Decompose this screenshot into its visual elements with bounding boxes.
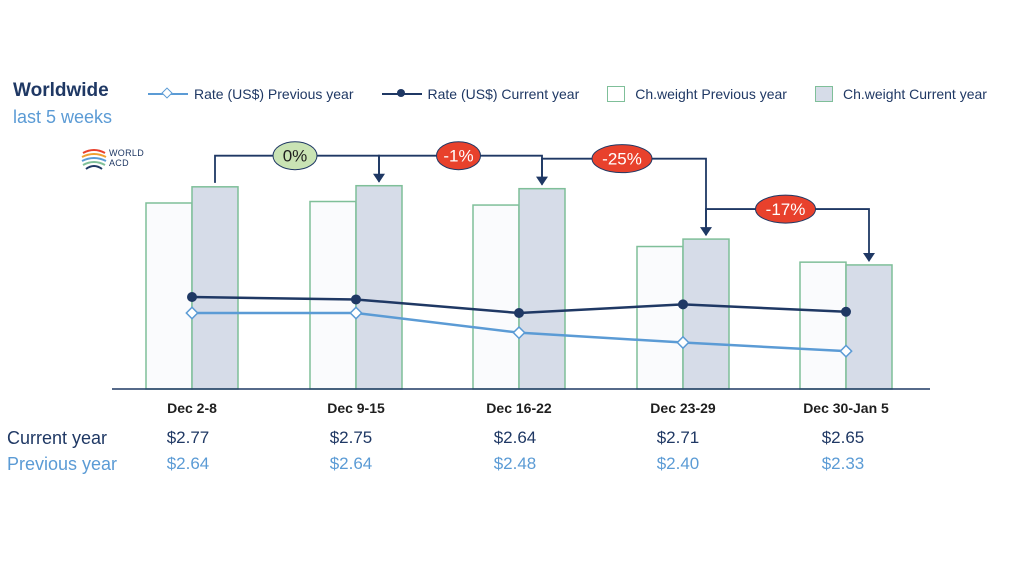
x-tick-label: Dec 2-8	[167, 400, 217, 416]
legend-label: Rate (US$) Current year	[427, 86, 580, 102]
change-badge-label: -17%	[766, 200, 806, 219]
previous-rate-cell: $2.33	[821, 454, 865, 473]
legend-swatch-dot-line	[381, 87, 422, 101]
bar-weight-previous	[799, 261, 847, 390]
legend-item-rate-current: Rate (US$) Current year	[381, 86, 580, 102]
current-rate-cell: $2.64	[493, 428, 537, 447]
legend-label: Ch.weight Previous year	[635, 86, 787, 102]
x-tick-label: Dec 9-15	[327, 400, 385, 416]
legend-swatch-box	[814, 86, 833, 102]
point-rate-current	[351, 294, 361, 305]
legend-label: Rate (US$) Previous year	[194, 86, 354, 102]
bar-weight-current	[682, 238, 730, 390]
change-badge-label: -25%	[602, 150, 642, 169]
rate-table: Current year Previous year $2.77 $2.75 $…	[0, 425, 1024, 485]
point-rate-previous	[676, 335, 690, 350]
legend-item-weight-current: Ch.weight Current year	[814, 86, 987, 102]
world-acd-logo: WORLD ACD	[80, 145, 150, 175]
point-rate-current	[678, 299, 688, 310]
bar-weight-previous	[309, 200, 357, 390]
current-rate-cell: $2.77	[166, 428, 210, 447]
change-badge	[436, 141, 481, 171]
change-badge-label: -1%	[443, 147, 473, 166]
point-rate-previous	[512, 325, 526, 340]
x-tick-label: Dec 16-22	[486, 400, 552, 416]
current-rate-cell: $2.75	[329, 428, 373, 447]
current-rate-cell: $2.71	[656, 428, 700, 447]
globe-icon	[81, 149, 107, 170]
bar-weight-previous	[145, 202, 193, 390]
change-badge-label: 0%	[283, 147, 308, 166]
point-rate-previous	[185, 306, 199, 320]
bar-weight-current	[191, 186, 239, 390]
legend-item-weight-previous: Ch.weight Previous year	[607, 86, 787, 102]
change-arrowhead	[863, 252, 875, 262]
bar-weight-current	[518, 187, 566, 390]
x-tick-label: Dec 30-Jan 5	[803, 400, 889, 416]
chart-legend: Rate (US$) Previous year Rate (US$) Curr…	[148, 86, 987, 102]
point-rate-previous	[349, 306, 363, 320]
legend-label: Ch.weight Current year	[842, 86, 987, 102]
x-tick-label: Dec 23-29	[650, 400, 716, 416]
legend-swatch-diamond-line	[148, 87, 188, 101]
point-rate-current	[514, 308, 524, 318]
legend-swatch-box	[607, 86, 626, 102]
point-rate-current	[841, 306, 851, 317]
bar-weight-current	[355, 184, 403, 390]
bar-weight-previous	[636, 245, 684, 390]
previous-rate-cell: $2.48	[493, 454, 537, 473]
previous-rate-cell: $2.40	[656, 454, 700, 473]
logo-text: WORLD ACD	[109, 148, 144, 168]
chart-subtitle: last 5 weeks	[13, 107, 113, 127]
point-rate-current	[187, 292, 197, 303]
previous-rate-cell: $2.64	[166, 454, 210, 473]
previous-year-label: Previous year	[7, 454, 118, 474]
current-year-label: Current year	[7, 428, 108, 448]
bar-weight-current	[845, 264, 893, 390]
legend-item-rate-previous: Rate (US$) Previous year	[148, 86, 354, 102]
change-badge	[591, 144, 653, 174]
change-badge	[272, 141, 318, 171]
current-rate-cell: $2.65	[821, 428, 865, 447]
point-rate-previous	[839, 344, 853, 358]
chart-title: Worldwide	[13, 80, 109, 101]
bar-weight-previous	[472, 204, 520, 390]
previous-rate-cell: $2.64	[329, 454, 373, 473]
change-badge	[755, 194, 816, 224]
